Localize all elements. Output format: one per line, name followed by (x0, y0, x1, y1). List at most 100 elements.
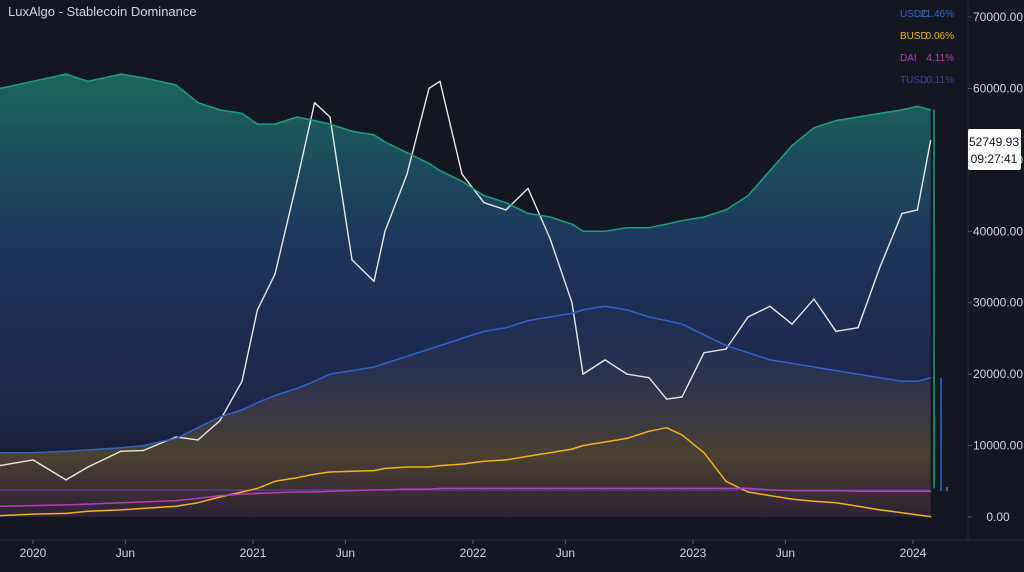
data-point-usdc (505, 326, 507, 329)
data-point-usdc (219, 416, 221, 418)
data-point-dai (901, 490, 903, 493)
x-tick-label: 2020 (20, 546, 47, 560)
data-point-usdc (582, 309, 584, 311)
data-point-stablecoin-area-top (604, 230, 606, 233)
data-point-btc (219, 419, 221, 422)
y-tick-label: 10000.00 (973, 439, 1023, 453)
stablecoin-area-layer (0, 74, 931, 517)
data-point-busd (32, 513, 34, 515)
data-point-dai (197, 497, 199, 500)
data-point-dai (929, 490, 932, 493)
data-point-dai (916, 490, 919, 493)
data-point-btc (527, 187, 529, 190)
x-tick-label: 2023 (680, 546, 707, 560)
data-point-stablecoin-area-top (725, 209, 727, 211)
data-point-usdc (406, 355, 408, 358)
x-tick-label: Jun (556, 546, 575, 560)
data-point-busd (483, 460, 485, 463)
data-point-stablecoin-area-top (296, 116, 298, 118)
data-point-busd (791, 498, 793, 500)
data-point-dai (648, 487, 650, 490)
data-point-btc (835, 330, 837, 333)
data-point-stablecoin-area-top (835, 119, 837, 122)
data-point-btc (87, 466, 89, 468)
data-point-stablecoin-area-top (120, 73, 122, 75)
data-point-busd (857, 505, 859, 508)
data-point-dai (769, 489, 771, 491)
data-point-stablecoin-area-top (648, 226, 650, 229)
data-point-busd (65, 512, 67, 515)
data-point-usdc (916, 380, 919, 383)
data-point-btc (241, 380, 243, 383)
data-point-stablecoin-area-top (549, 216, 551, 218)
data-point-stablecoin-area-top (329, 123, 331, 125)
data-point-stablecoin-area-top (256, 123, 259, 125)
data-point-usdc (0, 451, 1, 454)
data-point-usdc (439, 344, 441, 347)
data-point-busd (527, 455, 529, 458)
data-point-btc (329, 116, 331, 118)
data-point-dai (835, 489, 837, 492)
data-point-stablecoin-area-top (879, 112, 881, 115)
data-point-busd (439, 464, 441, 467)
data-point-usdc (527, 319, 529, 322)
data-point-stablecoin-area-top (373, 134, 375, 136)
data-point-stablecoin-area-top (703, 216, 705, 218)
data-point-busd (665, 426, 668, 429)
y-tick-label: 40000.00 (973, 224, 1023, 238)
data-point-stablecoin-area-top (274, 123, 276, 125)
data-point-btc (626, 373, 628, 375)
data-point-btc (703, 351, 705, 354)
data-point-busd (87, 510, 89, 513)
data-point-dai (241, 493, 243, 495)
data-point-dai (505, 487, 507, 490)
data-point-dai (626, 487, 628, 490)
data-point-usdc (879, 376, 881, 379)
data-point-usdc (241, 409, 243, 411)
data-point-busd (681, 434, 683, 436)
data-point-dai (461, 487, 463, 490)
data-point-busd (725, 480, 727, 483)
data-point-busd (329, 471, 331, 473)
data-point-stablecoin-area-top (219, 109, 221, 111)
data-point-stablecoin-area-top (626, 226, 628, 229)
data-point-dai (256, 492, 259, 495)
data-point-dai (582, 487, 584, 490)
data-point-btc (384, 230, 386, 233)
data-point-usdc (197, 426, 199, 429)
data-point-stablecoin-area-top (351, 130, 353, 133)
data-point-usdc (769, 359, 771, 361)
x-tick-label: Jun (336, 546, 355, 560)
data-point-dai (857, 490, 859, 493)
data-point-busd (703, 451, 705, 454)
data-point-btc (901, 212, 903, 215)
data-point-busd (747, 491, 749, 493)
data-point-stablecoin-area-top (505, 201, 507, 204)
data-point-btc (665, 398, 668, 400)
data-point-btc (505, 209, 507, 211)
legend-name-dai: DAI (900, 53, 917, 64)
data-point-stablecoin-area-top (313, 119, 316, 122)
legend-value-tusd: 0.11% (926, 75, 954, 86)
data-point-btc (791, 323, 793, 325)
data-point-busd (296, 476, 298, 479)
data-point-dai (384, 489, 386, 491)
data-point-busd (241, 491, 243, 493)
data-point-busd (384, 467, 386, 470)
y-tick-label: 60000.00 (973, 81, 1023, 95)
data-point-btc (120, 450, 122, 453)
price-label: 52749.93 09:27:41 (968, 129, 1021, 170)
data-point-dai (483, 487, 485, 490)
x-tick-label: 2022 (460, 546, 487, 560)
data-point-stablecoin-area-top (483, 194, 485, 197)
data-point-dai (329, 490, 331, 493)
data-point-btc (256, 309, 259, 311)
data-point-btc (483, 201, 485, 204)
data-point-stablecoin-area-top (901, 109, 903, 111)
data-point-busd (505, 459, 507, 461)
data-point-stablecoin-area-top (142, 76, 144, 79)
data-point-dai (439, 487, 441, 490)
data-point-dai (571, 487, 573, 490)
